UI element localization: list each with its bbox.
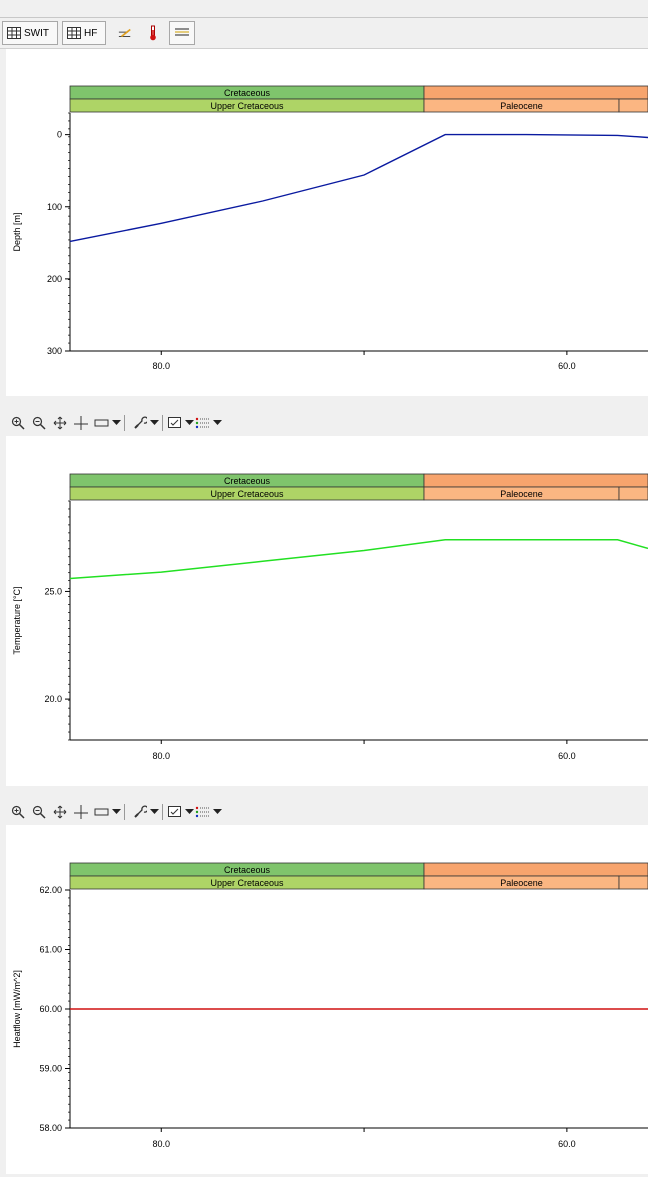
zoom-out-icon[interactable] [30,414,48,432]
chevron-down-icon[interactable] [184,803,194,821]
period-label: Cretaceous [224,865,271,875]
epoch-label: Upper Cretaceous [210,878,284,888]
hf-label: HF [84,27,98,39]
swit-label: SWIT [24,27,49,39]
depth-chart: Cretaceous Upper Cretaceous Paleocene 0 100 2… [12,85,648,371]
y-tick-label: 58.00 [39,1123,62,1133]
chevron-down-icon[interactable] [212,803,222,821]
hf-table-button[interactable]: HF [62,21,106,45]
epoch-band-next [618,875,648,890]
select-rect-icon[interactable] [93,803,111,821]
select-rect-icon[interactable] [93,414,111,432]
y-tick-label: 20.0 [44,694,62,704]
main-toolbar: SWIT HF [0,18,648,49]
temperature-chart: Cretaceous Upper Cretaceous Paleocene 20.0 2… [12,473,648,761]
chevron-down-icon[interactable] [184,414,194,432]
zoom-in-icon[interactable] [9,803,27,821]
temperature-chart-toolbar [6,801,648,823]
y-axis-title: Heatflow [mW/m^2] [12,970,22,1048]
toolbar-divider [162,804,163,820]
x-tick-label: 80.0 [152,361,170,371]
temperature-chart-panel: Cretaceous Upper Cretaceous Paleocene 20.0 2… [6,436,648,786]
swit-table-button[interactable]: SWIT [2,21,58,45]
temperature-button[interactable] [142,21,166,45]
zoom-in-icon[interactable] [9,414,27,432]
toolbar-divider [124,415,125,431]
x-tick-label: 60.0 [558,1139,576,1149]
settings-icon[interactable] [131,414,149,432]
chevron-down-icon[interactable] [111,414,121,432]
y-axis-title: Temperature [°C] [12,586,22,654]
chevron-down-icon[interactable] [212,414,222,432]
y-tick-label: 100 [47,202,62,212]
y-tick-label: 60.00 [39,1004,62,1014]
x-tick-label: 80.0 [152,751,170,761]
y-tick-label: 59.00 [39,1064,62,1074]
period-band-paleogene [423,85,648,100]
draw-button[interactable] [113,21,137,45]
grid-style-icon[interactable] [194,803,212,821]
chevron-down-icon[interactable] [149,803,159,821]
table-icon [7,27,21,39]
layers-icon [175,28,189,36]
y-axis-title: Depth [m] [12,212,22,251]
epoch-band-next [618,486,648,501]
series-line [69,539,648,580]
thermometer-icon [150,25,156,41]
toolbar-divider [124,804,125,820]
table-icon [67,27,81,39]
period-label: Cretaceous [224,88,271,98]
chevron-down-icon[interactable] [111,803,121,821]
x-tick-label: 80.0 [152,1139,170,1149]
epoch-band-next [618,98,648,113]
period-band-paleogene [423,862,648,877]
period-label: Cretaceous [224,476,271,486]
epoch-label: Paleocene [500,101,543,111]
depth-chart-panel: Cretaceous Upper Cretaceous Paleocene 0 100 2… [6,49,648,396]
zoom-out-icon[interactable] [30,803,48,821]
x-tick-label: 60.0 [558,751,576,761]
epoch-label: Paleocene [500,489,543,499]
series-line [69,133,648,243]
legend-toggle-icon[interactable] [166,414,184,432]
y-tick-label: 0 [57,130,62,140]
period-band-paleogene [423,473,648,488]
y-tick-label: 300 [47,346,62,356]
y-tick-label: 61.00 [39,945,62,955]
crosshair-icon[interactable] [72,803,90,821]
pen-icon [118,28,131,38]
y-tick-label: 62.00 [39,885,62,895]
pan-icon[interactable] [51,803,69,821]
crosshair-icon[interactable] [72,414,90,432]
window-top-bar [0,0,648,18]
pan-icon[interactable] [51,414,69,432]
toolbar-divider [162,415,163,431]
x-tick-label: 60.0 [558,361,576,371]
y-tick-label: 200 [47,274,62,284]
layers-button[interactable] [169,21,195,45]
epoch-label: Paleocene [500,878,543,888]
epoch-label: Upper Cretaceous [210,489,284,499]
settings-icon[interactable] [131,803,149,821]
chevron-down-icon[interactable] [149,414,159,432]
legend-toggle-icon[interactable] [166,803,184,821]
grid-style-icon[interactable] [194,414,212,432]
heatflow-chart: Cretaceous Upper Cretaceous Paleocene 58.00… [12,862,648,1149]
depth-chart-toolbar [6,412,648,434]
y-tick-label: 25.0 [44,586,62,596]
heatflow-chart-panel: Cretaceous Upper Cretaceous Paleocene 58.00… [6,825,648,1174]
epoch-label: Upper Cretaceous [210,101,284,111]
